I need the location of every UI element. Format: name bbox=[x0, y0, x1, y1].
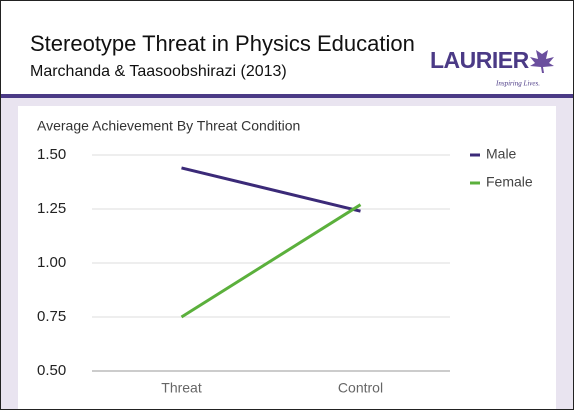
y-tick-label: 0.75 bbox=[37, 308, 66, 325]
y-tick-label: 1.50 bbox=[37, 146, 66, 163]
x-tick-label: Threat bbox=[161, 380, 202, 396]
header-divider bbox=[0, 94, 574, 98]
legend-label: Male bbox=[486, 146, 517, 162]
y-tick-label: 1.00 bbox=[37, 254, 66, 271]
logo-tagline: Inspiring Lives. bbox=[495, 80, 540, 88]
chart-panel bbox=[18, 106, 556, 410]
y-tick-label: 1.25 bbox=[37, 200, 66, 217]
y-tick-label: 0.50 bbox=[37, 362, 66, 379]
x-tick-label: Control bbox=[338, 380, 383, 396]
series-line bbox=[180, 203, 362, 319]
logo-leaf bbox=[530, 46, 554, 73]
chart-title: Average Achievement By Threat Condition bbox=[37, 118, 300, 134]
slide-title: Stereotype Threat in Physics Education bbox=[30, 31, 415, 56]
legend-label: Female bbox=[486, 174, 533, 190]
series-line bbox=[181, 166, 361, 213]
logo-name: LAURIER bbox=[430, 47, 530, 73]
slide-subtitle: Marchanda & Taasoobshirazi (2013) bbox=[30, 63, 287, 80]
